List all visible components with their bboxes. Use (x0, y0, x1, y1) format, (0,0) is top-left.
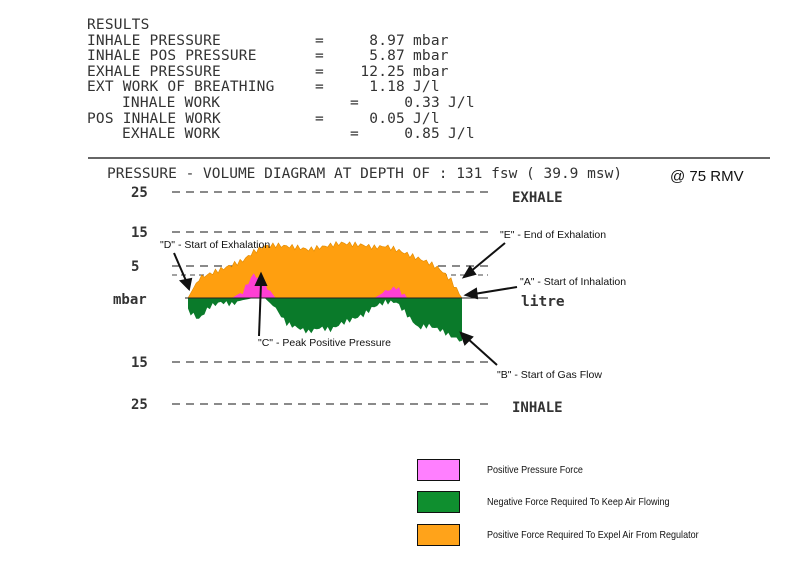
arrow-b-head (459, 331, 474, 346)
legend-swatch-orange (417, 524, 460, 546)
arrow-c-head (254, 271, 268, 286)
legend-item-positive-pressure: Positive Pressure Force (417, 459, 598, 481)
result-value: 12.25 (360, 63, 405, 80)
result-equals: = (315, 32, 324, 49)
legend-label: Positive Force Required To Expel Air Fro… (487, 529, 699, 541)
arrow-d (173, 252, 188, 284)
result-label: INHALE WORK (122, 94, 221, 111)
result-value: 0.05 (369, 110, 405, 127)
result-row: EXHALE WORK = 0.85 J/l (87, 127, 475, 143)
arrow-e (469, 242, 506, 273)
result-value: 1.18 (369, 79, 405, 96)
inhale-label: INHALE (512, 400, 563, 416)
arrow-a (473, 286, 518, 295)
result-unit: mbar (413, 32, 449, 49)
result-equals: = (315, 63, 324, 80)
exhale-label: EXHALE (512, 190, 563, 206)
legend-item-positive-force: Positive Force Required To Expel Air Fro… (417, 524, 733, 546)
y-axis-label: mbar (113, 292, 147, 308)
result-unit: J/l (413, 79, 440, 96)
result-equals: = (350, 126, 359, 143)
pressure-volume-chart: PRESSURE - VOLUME DIAGRAM AT DEPTH OF : … (88, 157, 770, 416)
result-row: EXHALE PRESSURE = 12.25 mbar (87, 63, 475, 81)
result-label: INHALE PRESSURE (87, 32, 221, 49)
result-equals: = (315, 110, 324, 127)
legend-swatch-green (417, 491, 460, 513)
annotation-arrows (173, 242, 518, 366)
arrow-e-head (461, 265, 477, 279)
annotation-d: "D" - Start of Exhalation (160, 239, 270, 251)
result-label: EXT WORK OF BREATHING (87, 79, 275, 96)
result-label: EXHALE WORK (122, 126, 221, 143)
result-value: 0.33 (404, 94, 440, 111)
results-block: RESULTS INHALE PRESSURE = 8.97 mbar INHALE … (87, 17, 475, 143)
annotations: "D" - Start of Exhalation "E" - End of E… (160, 229, 626, 381)
result-row: INHALE WORK = 0.33 J/l (87, 94, 475, 112)
arrow-a-head (463, 287, 479, 300)
annotation-c: "C" - Peak Positive Pressure (258, 337, 391, 349)
result-equals: = (315, 79, 324, 96)
chart-title-suffix: @ 75 RMV (670, 168, 744, 185)
result-row: INHALE PRESSURE = 8.97 mbar (87, 32, 475, 50)
y-tick-label: 25 (131, 185, 148, 201)
y-tick-label: 15 (131, 225, 148, 241)
result-value: 0.85 (404, 126, 440, 143)
legend-label: Positive Pressure Force (487, 464, 583, 476)
result-equals: = (315, 48, 324, 65)
chart-title: PRESSURE - VOLUME DIAGRAM AT DEPTH OF : … (107, 166, 622, 182)
y-tick-label: 25 (131, 397, 148, 413)
result-unit: J/l (413, 110, 440, 127)
result-unit: J/l (448, 94, 475, 111)
y-tick-labels: 25 15 5 15 25 (131, 185, 148, 413)
x-axis-label: litre (521, 294, 565, 310)
result-row: INHALE POS PRESSURE = 5.87 mbar (87, 49, 475, 65)
result-unit: J/l (448, 126, 475, 143)
result-label: INHALE POS PRESSURE (87, 48, 257, 65)
legend-label: Negative Force Required To Keep Air Flow… (487, 496, 670, 508)
arrow-d-head (178, 277, 193, 292)
result-row: POS INHALE WORK = 0.05 J/l (87, 110, 475, 128)
result-unit: mbar (413, 63, 449, 80)
annotation-e: "E" - End of Exhalation (500, 229, 606, 241)
area-negative (188, 298, 462, 342)
area-positive (188, 273, 462, 298)
results-heading: RESULTS (87, 17, 150, 33)
y-tick-label: 15 (131, 355, 148, 371)
arrow-c (258, 282, 262, 337)
result-label: EXHALE PRESSURE (87, 63, 221, 80)
pressure-areas (187, 241, 463, 342)
result-unit: mbar (413, 48, 449, 65)
result-equals: = (350, 94, 359, 111)
result-value: 8.97 (369, 32, 405, 49)
annotation-b: "B" - Start of Gas Flow (497, 369, 602, 381)
arrow-b (466, 337, 498, 366)
result-row: EXT WORK OF BREATHING = 1.18 J/l (87, 80, 475, 96)
y-tick-label: 5 (131, 259, 139, 275)
result-label: POS INHALE WORK (87, 110, 221, 127)
result-value: 5.87 (369, 48, 405, 65)
legend-swatch-magenta (417, 459, 460, 481)
legend-item-negative-force: Negative Force Required To Keep Air Flow… (417, 491, 699, 513)
annotation-a: "A" - Start of Inhalation (520, 276, 626, 288)
